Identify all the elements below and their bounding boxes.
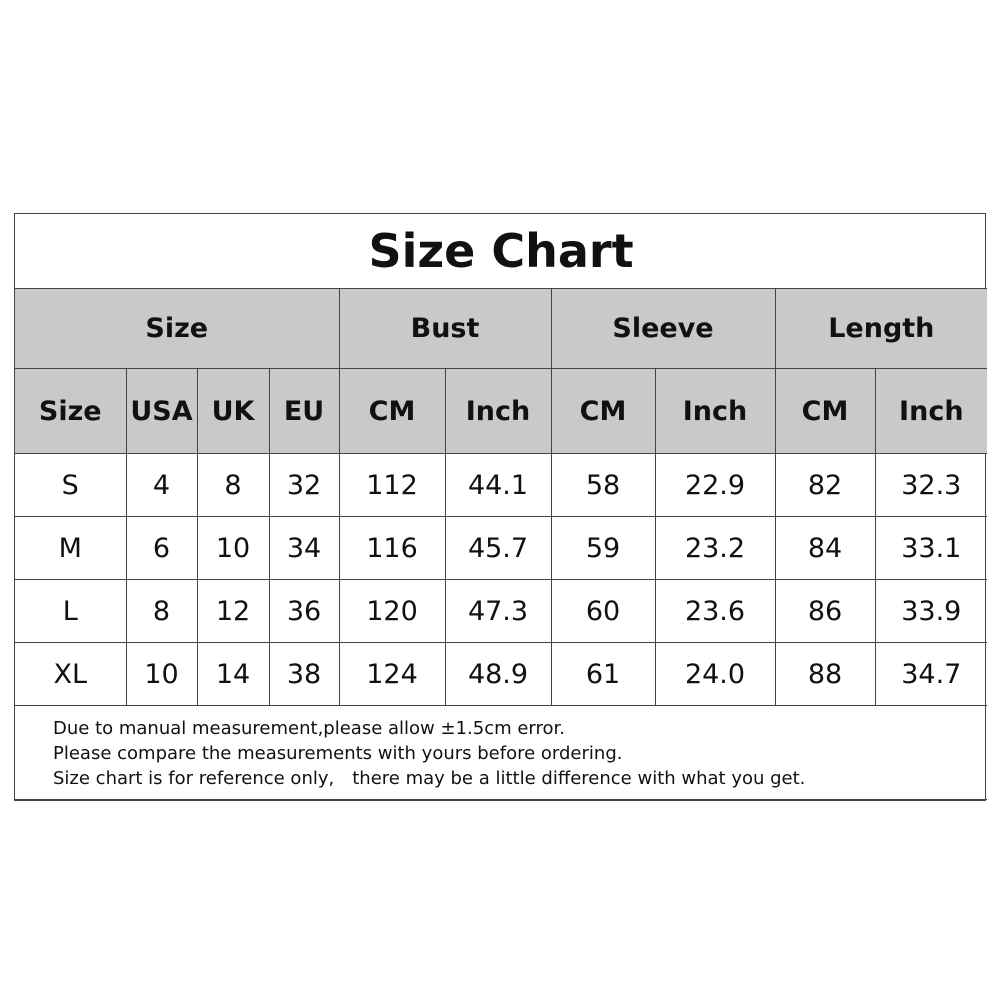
- sub-header-cell: Inch: [654, 368, 776, 454]
- table-cell: 60: [550, 579, 656, 643]
- table-row: XL 10 14 38 124 48.9 61 24.0 88 34.7: [15, 642, 988, 706]
- table-cell: L: [15, 579, 127, 643]
- table-cell: 34.7: [874, 642, 988, 706]
- table-cell: 23.6: [654, 579, 776, 643]
- table-cell: 45.7: [444, 516, 552, 580]
- sub-header-cell: CM: [774, 368, 876, 454]
- table-cell: 32.3: [874, 453, 988, 517]
- table-cell: 88: [774, 642, 876, 706]
- table-cell: M: [15, 516, 127, 580]
- sub-header-cell: Size: [15, 368, 127, 454]
- header-size: Size: [15, 288, 340, 369]
- table-cell: 10: [125, 642, 198, 706]
- header-length: Length: [774, 288, 988, 369]
- table-cell: 58: [550, 453, 656, 517]
- table-cell: 86: [774, 579, 876, 643]
- sub-header-cell: EU: [268, 368, 340, 454]
- sub-header-cell: UK: [196, 368, 270, 454]
- table-cell: 44.1: [444, 453, 552, 517]
- table-cell: 36: [268, 579, 340, 643]
- table-cell: 8: [125, 579, 198, 643]
- header-sleeve: Sleeve: [550, 288, 776, 369]
- table-cell: 12: [196, 579, 270, 643]
- table-cell: XL: [15, 642, 127, 706]
- table-cell: 23.2: [654, 516, 776, 580]
- note-line: Size chart is for reference only, there …: [53, 768, 806, 789]
- table-cell: 48.9: [444, 642, 552, 706]
- size-chart: Size Chart Size Bust Sleeve Length Size U…: [14, 213, 988, 801]
- table-cell: 82: [774, 453, 876, 517]
- table-row: S 4 8 32 112 44.1 58 22.9 82 32.3: [15, 453, 988, 517]
- table-row: L 8 12 36 120 47.3 60 23.6 86 33.9: [15, 579, 988, 643]
- table-cell: 124: [338, 642, 446, 706]
- table-cell: 33.9: [874, 579, 988, 643]
- table-cell: 6: [125, 516, 198, 580]
- note-line: Due to manual measurement,please allow ±…: [53, 718, 565, 739]
- table-cell: 33.1: [874, 516, 988, 580]
- group-header-row: Size Bust Sleeve Length: [15, 288, 988, 369]
- table-cell: 32: [268, 453, 340, 517]
- table-cell: 120: [338, 579, 446, 643]
- chart-title: Size Chart: [15, 214, 988, 289]
- table-cell: S: [15, 453, 127, 517]
- sub-header-cell: CM: [338, 368, 446, 454]
- table-cell: 84: [774, 516, 876, 580]
- header-bust: Bust: [338, 288, 552, 369]
- table-cell: 8: [196, 453, 270, 517]
- table-cell: 10: [196, 516, 270, 580]
- sub-header-cell: CM: [550, 368, 656, 454]
- table-cell: 59: [550, 516, 656, 580]
- table-cell: 47.3: [444, 579, 552, 643]
- table-cell: 4: [125, 453, 198, 517]
- table-cell: 112: [338, 453, 446, 517]
- sub-header-cell: Inch: [444, 368, 552, 454]
- table-cell: 61: [550, 642, 656, 706]
- sub-header-cell: USA: [125, 368, 198, 454]
- sub-header-row: Size USA UK EU CM Inch CM Inch CM Inch: [15, 368, 988, 454]
- table-cell: 14: [196, 642, 270, 706]
- sub-header-cell: Inch: [874, 368, 988, 454]
- table-cell: 22.9: [654, 453, 776, 517]
- notes: Due to manual measurement,please allow ±…: [15, 705, 988, 800]
- note-line: Please compare the measurements with you…: [53, 743, 623, 764]
- table-cell: 34: [268, 516, 340, 580]
- table-row: M 6 10 34 116 45.7 59 23.2 84 33.1: [15, 516, 988, 580]
- table-cell: 38: [268, 642, 340, 706]
- size-table: Size Chart Size Bust Sleeve Length Size U…: [15, 214, 988, 800]
- table-cell: 116: [338, 516, 446, 580]
- table-cell: 24.0: [654, 642, 776, 706]
